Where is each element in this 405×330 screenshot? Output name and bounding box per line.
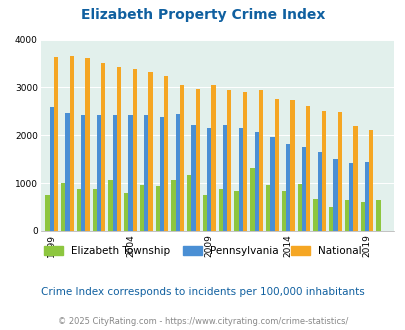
Bar xyxy=(211,85,215,231)
Bar xyxy=(61,183,65,231)
Bar xyxy=(155,186,160,231)
Bar xyxy=(297,184,301,231)
Bar xyxy=(348,163,352,231)
Bar xyxy=(160,117,164,231)
Bar xyxy=(218,189,222,231)
Bar xyxy=(85,58,90,231)
Bar xyxy=(101,63,105,231)
Bar xyxy=(195,89,199,231)
Bar xyxy=(108,180,112,231)
Bar xyxy=(274,99,278,231)
Text: © 2025 CityRating.com - https://www.cityrating.com/crime-statistics/: © 2025 CityRating.com - https://www.city… xyxy=(58,317,347,326)
Bar xyxy=(69,56,74,231)
Bar xyxy=(187,176,191,231)
Bar xyxy=(333,159,337,231)
Bar xyxy=(364,162,368,231)
Bar xyxy=(92,189,96,231)
Bar xyxy=(139,185,144,231)
Bar xyxy=(265,185,270,231)
Bar xyxy=(249,168,254,231)
Bar xyxy=(243,92,247,231)
Bar xyxy=(49,107,53,231)
Text: Crime Index corresponds to incidents per 100,000 inhabitants: Crime Index corresponds to incidents per… xyxy=(41,287,364,297)
Bar xyxy=(290,100,294,231)
Bar xyxy=(286,145,290,231)
Bar xyxy=(317,152,321,231)
Bar xyxy=(313,199,317,231)
Bar xyxy=(360,202,364,231)
Bar xyxy=(344,200,348,231)
Bar xyxy=(234,191,238,231)
Bar xyxy=(352,126,357,231)
Bar xyxy=(65,113,69,231)
Bar xyxy=(227,90,231,231)
Bar xyxy=(368,130,373,231)
Bar xyxy=(148,72,152,231)
Bar xyxy=(117,67,121,231)
Bar xyxy=(375,200,380,231)
Bar xyxy=(328,207,333,231)
Bar xyxy=(96,115,101,231)
Bar xyxy=(45,195,49,231)
Bar xyxy=(222,125,227,231)
Bar xyxy=(305,106,309,231)
Bar xyxy=(191,125,195,231)
Bar xyxy=(77,189,81,231)
Bar xyxy=(337,112,341,231)
Bar xyxy=(81,115,85,231)
Bar xyxy=(53,57,58,231)
Bar xyxy=(128,115,132,231)
Bar xyxy=(258,90,262,231)
Bar xyxy=(321,111,325,231)
Bar xyxy=(301,147,305,231)
Bar xyxy=(238,128,243,231)
Bar xyxy=(179,84,184,231)
Bar xyxy=(164,77,168,231)
Bar xyxy=(281,191,286,231)
Legend: Elizabeth Township, Pennsylvania, National: Elizabeth Township, Pennsylvania, Nation… xyxy=(40,242,365,260)
Bar xyxy=(144,115,148,231)
Bar xyxy=(207,128,211,231)
Bar xyxy=(175,114,179,231)
Text: Elizabeth Property Crime Index: Elizabeth Property Crime Index xyxy=(81,8,324,22)
Bar xyxy=(124,193,128,231)
Bar xyxy=(254,132,258,231)
Bar xyxy=(132,69,136,231)
Bar xyxy=(270,137,274,231)
Bar xyxy=(171,180,175,231)
Bar xyxy=(202,195,207,231)
Bar xyxy=(112,115,117,231)
